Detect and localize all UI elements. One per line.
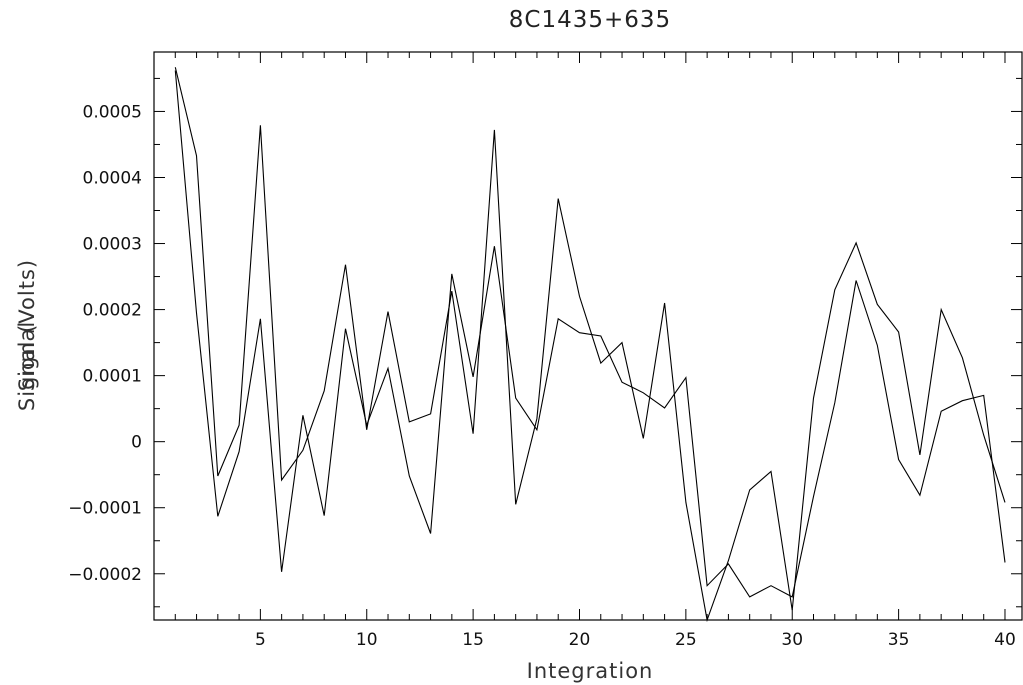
series-line-1 [174,67,1006,623]
x-tick-label: 30 [781,630,803,650]
y-tick-label: 0.0003 [83,235,142,255]
x-tick-label: 10 [356,630,378,650]
plot-frame [153,51,1023,621]
y-axis-label-overlay: Signal [15,321,39,392]
x-tick-labels: 5 10 15 20 25 30 35 40 [255,630,1016,650]
series-line-2 [174,70,1006,598]
y-tick-label: −0.0002 [68,565,142,585]
x-tick-label: 5 [255,630,266,650]
y-tick-labels: −0.0002 −0.0001 0 0.0001 0.0002 0.0003 0.0004 0… [68,102,142,584]
x-tick-label: 20 [569,630,591,650]
x-tick-label: 15 [462,630,484,650]
y-tick-label: 0.0001 [83,367,142,387]
axis-ticks [154,52,1022,620]
x-tick-label: 40 [994,630,1016,650]
x-tick-label: 35 [888,630,910,650]
y-tick-label: 0 [131,433,142,453]
y-axis-label: Signal (Volts) [15,259,39,411]
x-tick-label: 25 [675,630,697,650]
chart-title: 8C1435+635 [509,7,671,33]
series-lines [174,67,1006,623]
plot-border [153,51,1023,621]
y-tick-label: 0.0005 [83,102,142,122]
x-axis-label: Integration [527,659,654,683]
y-tick-label: 0.0004 [83,168,142,188]
y-tick-label: 0.0002 [83,301,142,321]
y-tick-label: −0.0001 [68,499,142,519]
